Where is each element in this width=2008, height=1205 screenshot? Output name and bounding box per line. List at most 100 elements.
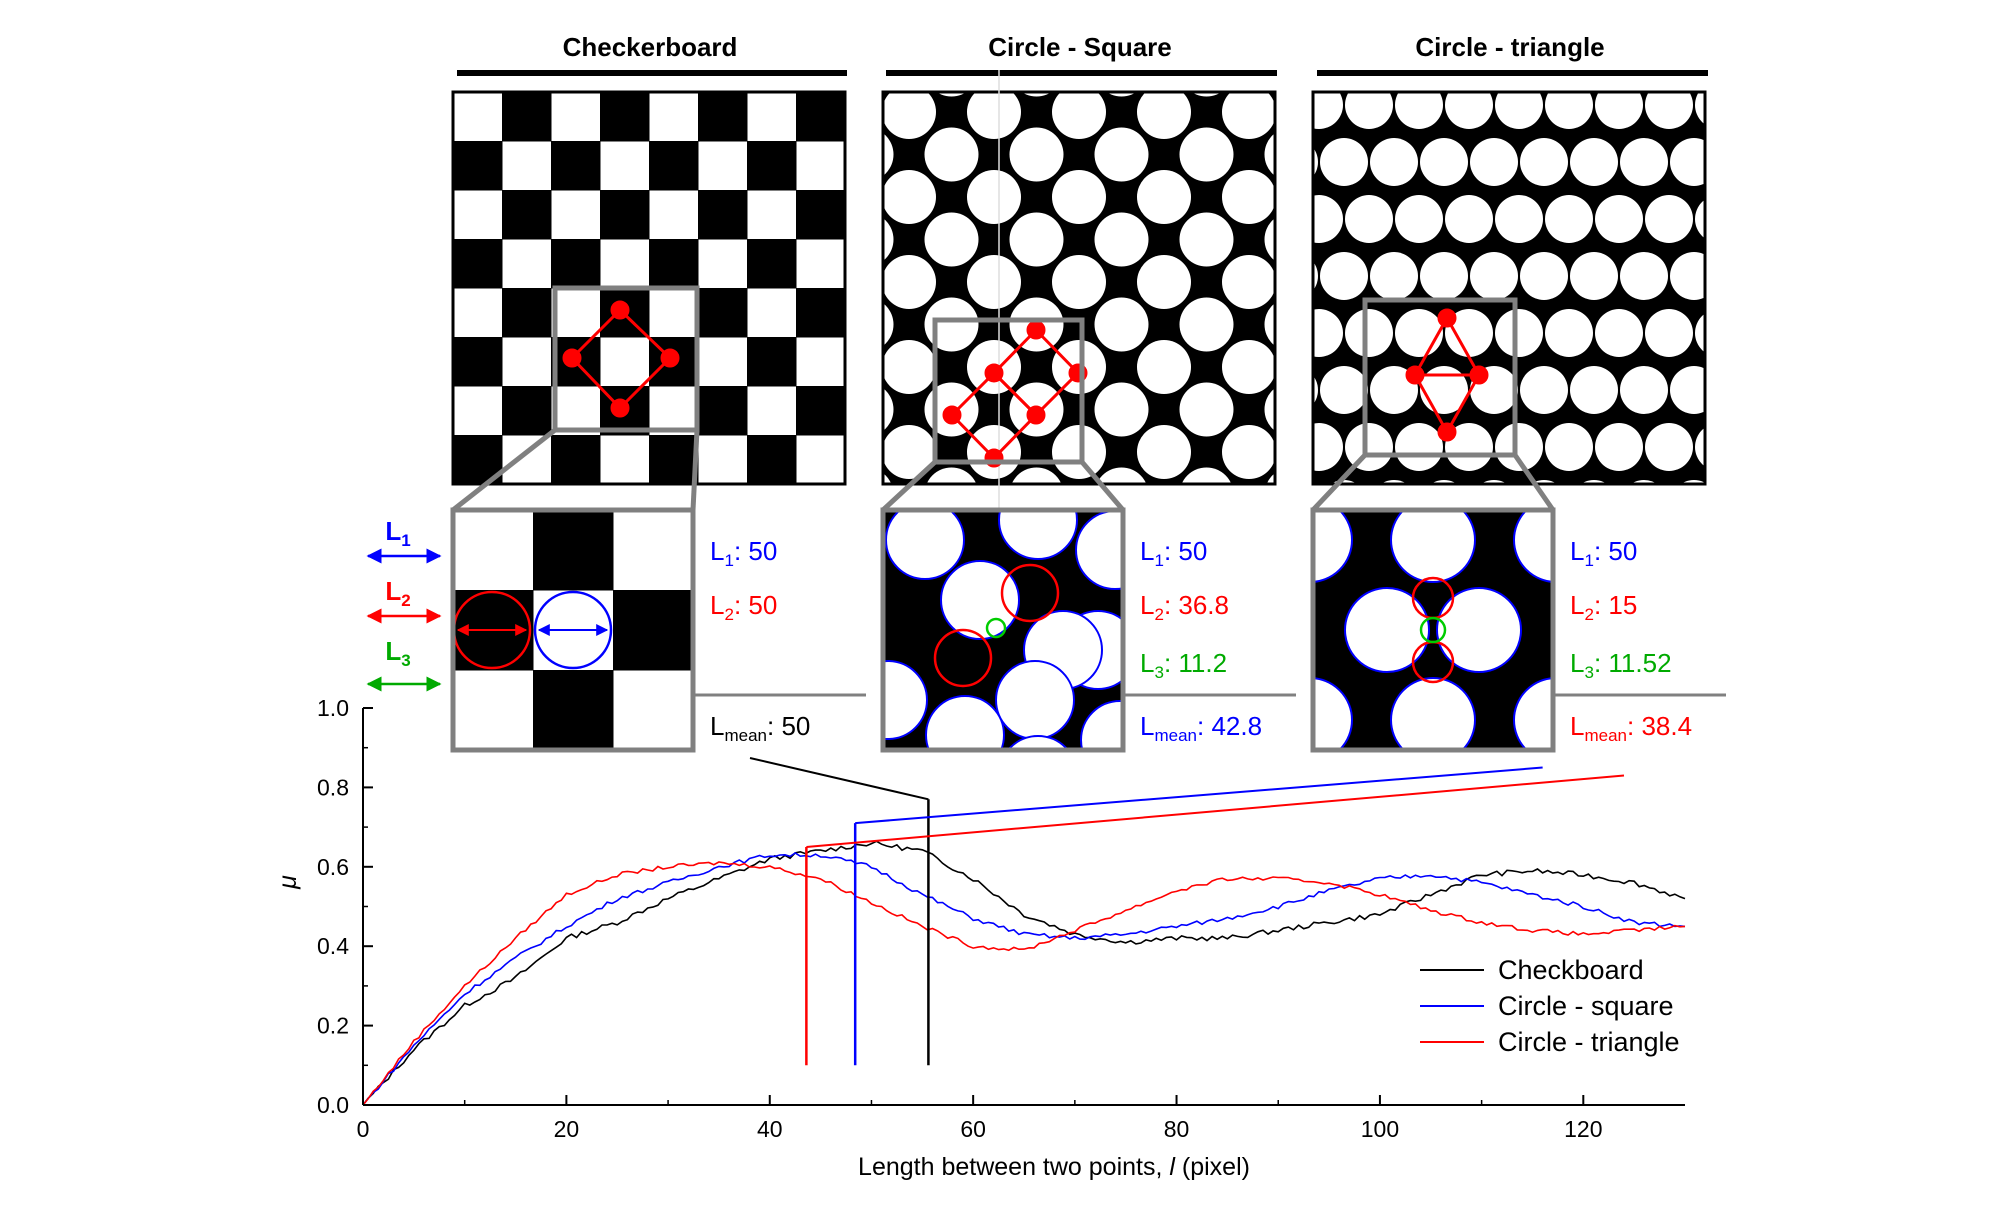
pattern-circle bbox=[1770, 480, 1818, 528]
pattern-circle bbox=[1645, 195, 1693, 243]
pattern-circle bbox=[1191, 92, 1222, 97]
pattern-circle bbox=[883, 303, 894, 346]
pattern-circle bbox=[1344, 587, 1430, 673]
pattern-circle bbox=[1420, 252, 1468, 300]
key-l2-sub: 2 bbox=[401, 591, 410, 610]
lattice-point bbox=[660, 348, 680, 368]
zoom-connector bbox=[881, 460, 937, 512]
pattern-circle bbox=[1313, 510, 1353, 583]
pattern-circle bbox=[1495, 309, 1543, 357]
pattern-circle bbox=[1720, 480, 1768, 528]
checker-cell bbox=[502, 190, 552, 240]
pattern-border bbox=[451, 90, 847, 486]
pattern-border bbox=[881, 90, 1277, 486]
l2-circle bbox=[933, 628, 993, 688]
legend-label-2: Circle - triangle bbox=[1498, 1027, 1680, 1057]
pattern-circle bbox=[1680, 480, 1705, 484]
pattern-circle bbox=[1179, 212, 1234, 267]
l1-value: L1: 50 bbox=[1140, 536, 1207, 570]
panel-title-circle-square: Circle - Square bbox=[988, 32, 1172, 62]
pattern-circle bbox=[1670, 366, 1705, 414]
pattern-circle bbox=[1620, 138, 1668, 186]
pattern-circle bbox=[883, 388, 894, 431]
pattern-circle bbox=[883, 92, 936, 139]
pattern-circle bbox=[1570, 366, 1618, 414]
l2-sep: : bbox=[734, 590, 748, 620]
legend-label-0: Checkboard bbox=[1498, 955, 1644, 985]
pattern-circle bbox=[1313, 423, 1343, 471]
pattern-circle bbox=[883, 660, 928, 740]
x-tick-label: 60 bbox=[960, 1116, 986, 1142]
zoom-frame bbox=[450, 507, 696, 753]
lmean-leader-2 bbox=[806, 774, 1625, 848]
l1-value: L1: 50 bbox=[710, 536, 777, 570]
pattern-circle bbox=[1313, 195, 1343, 243]
l1-sub: 1 bbox=[724, 551, 733, 570]
pattern-circle bbox=[1770, 138, 1818, 186]
pattern-circle bbox=[1395, 423, 1443, 471]
lmean-value: Lmean: 38.4 bbox=[1570, 711, 1692, 745]
pattern-circle bbox=[1137, 255, 1191, 309]
pattern-circle bbox=[1595, 92, 1643, 129]
pattern-circle bbox=[840, 43, 894, 97]
pattern-circle bbox=[1295, 24, 1343, 72]
pattern-circle bbox=[1094, 297, 1149, 352]
lattice-point bbox=[984, 363, 1004, 383]
key-l3-sub: 3 bbox=[401, 651, 410, 670]
pattern-circle bbox=[1445, 92, 1493, 129]
l1-number: 50 bbox=[1608, 536, 1637, 566]
x-tick-label: 0 bbox=[357, 1116, 370, 1142]
pattern-circle bbox=[1595, 309, 1643, 357]
pattern-circle bbox=[1222, 170, 1275, 224]
pattern-circle bbox=[940, 560, 1020, 640]
pattern-circle bbox=[1094, 127, 1149, 182]
pattern-circle bbox=[1264, 218, 1275, 261]
checker-cell bbox=[649, 141, 699, 191]
checker-cell bbox=[453, 239, 503, 289]
measure-circle-triangle bbox=[1411, 576, 1455, 684]
x-tick-label: 80 bbox=[1164, 1116, 1190, 1142]
pattern-circle bbox=[1470, 138, 1518, 186]
pattern-circle bbox=[1345, 92, 1393, 129]
checker-cell bbox=[453, 337, 503, 387]
chart-legend: Checkboard Circle - square Circle - triang… bbox=[1420, 955, 1680, 1057]
l2-value: L2: 50 bbox=[710, 590, 777, 624]
l3-letter: L bbox=[1140, 648, 1154, 678]
l3-value: L3: 11.2 bbox=[1140, 648, 1227, 682]
checker-cell bbox=[698, 288, 748, 338]
pattern-circle bbox=[1745, 537, 1793, 585]
zoom-connector bbox=[1512, 453, 1556, 512]
pattern-circle bbox=[1645, 92, 1693, 129]
zoom-guides bbox=[451, 285, 1556, 512]
pattern-circle bbox=[1370, 252, 1418, 300]
pattern-circle bbox=[1320, 138, 1368, 186]
circle-triangle-pattern bbox=[1295, 24, 1818, 585]
pattern-circle bbox=[1595, 195, 1643, 243]
l2-letter: L bbox=[1140, 590, 1154, 620]
pattern-circle bbox=[1313, 92, 1343, 129]
pattern-circle bbox=[926, 467, 977, 484]
l3-sep: : bbox=[1594, 648, 1608, 678]
pattern-circle bbox=[883, 218, 894, 261]
l1-value: L1: 50 bbox=[1570, 536, 1637, 570]
pattern-circle bbox=[1313, 147, 1318, 177]
pattern-circle bbox=[1513, 510, 1553, 583]
checker-cell bbox=[600, 190, 650, 240]
l1-number: 50 bbox=[1178, 536, 1207, 566]
pattern-circle bbox=[1670, 138, 1705, 186]
selection-box bbox=[552, 285, 700, 433]
l2-sep: : bbox=[1594, 590, 1608, 620]
pattern-circle bbox=[1009, 212, 1064, 267]
l1-sub: 1 bbox=[1154, 551, 1163, 570]
pattern-circle bbox=[924, 297, 979, 352]
checker-cell bbox=[747, 141, 797, 191]
l2-sub: 2 bbox=[1154, 605, 1163, 624]
pattern-circle bbox=[995, 660, 1075, 740]
pattern-circle bbox=[1345, 423, 1393, 471]
measure-circle-square bbox=[933, 563, 1060, 688]
pattern-circle bbox=[1390, 510, 1476, 583]
pattern-circle bbox=[1222, 92, 1275, 139]
pattern-circle bbox=[1745, 309, 1793, 357]
pattern-circle bbox=[1745, 195, 1793, 243]
key-l1-letter: L bbox=[385, 516, 401, 546]
